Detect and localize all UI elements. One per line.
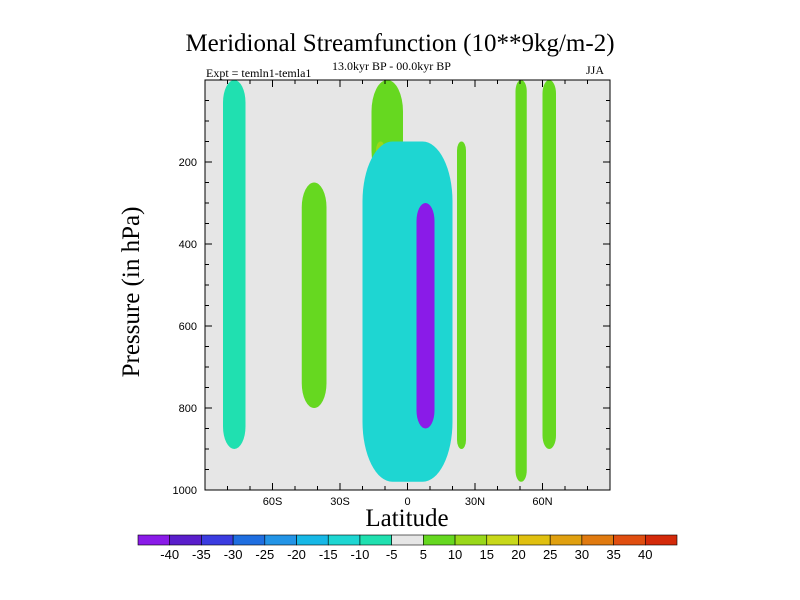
colorbar-swatch	[423, 534, 456, 546]
colorbar-label: 25	[543, 547, 557, 562]
contour-region-main-negative-core	[416, 203, 435, 429]
x-axis-label: Latitude	[365, 505, 449, 532]
colorbar-label: -5	[386, 547, 398, 562]
y-tick-label: 600	[179, 321, 197, 333]
colorbar-label: 15	[480, 547, 494, 562]
contour-region-positive-band-50N	[515, 80, 527, 482]
colorbar-label: -15	[319, 547, 338, 562]
season-label: JJA	[586, 63, 605, 77]
colorbar-label: -25	[255, 547, 274, 562]
colorbar-swatch	[201, 534, 234, 546]
colorbar-label: -20	[287, 547, 306, 562]
period-label: 13.0kyr BP - 00.0kyr BP	[332, 59, 451, 73]
colorbar-label: -10	[351, 547, 370, 562]
colorbar-swatch	[518, 534, 551, 546]
contour-region-positive-band-20N	[457, 141, 466, 449]
colorbar-swatch	[137, 534, 171, 546]
colorbar-swatch	[359, 534, 392, 546]
colorbar-swatch	[581, 534, 614, 546]
colorbar-label: 5	[420, 547, 427, 562]
colorbar-label: 40	[638, 547, 652, 562]
x-tick-label: 30N	[465, 496, 485, 508]
x-tick-label: 60S	[263, 496, 283, 508]
contour-region-negative-band-40S	[301, 182, 327, 408]
y-tick-label: 800	[179, 403, 197, 415]
chart-title: Meridional Streamfunction (10**9kg/m-2)	[185, 30, 615, 57]
colorbar-swatch	[644, 534, 678, 546]
contour-region-positive-band-60N	[542, 80, 556, 449]
colorbar-swatch	[169, 534, 202, 546]
x-tick-label: 30S	[330, 496, 350, 508]
contour-region-main-negative-cell	[362, 141, 453, 482]
colorbar-label: 35	[606, 547, 620, 562]
colorbar-label: -40	[160, 547, 179, 562]
colorbar-swatch	[327, 534, 361, 546]
y-tick-label: 400	[179, 239, 197, 251]
colorbar-swatch	[391, 534, 424, 546]
colorbar-swatch	[454, 534, 488, 546]
colorbar-swatch	[264, 534, 297, 546]
y-tick-label: 200	[179, 157, 197, 169]
colorbar-swatch	[296, 534, 329, 546]
experiment-label: Expt = temln1-temla1	[206, 66, 312, 80]
x-tick-label: 0	[404, 496, 410, 508]
contour-region-weak-negative-southern-band	[223, 80, 246, 449]
x-tick-label: 60N	[532, 496, 552, 508]
colorbar-swatch	[549, 534, 583, 546]
colorbar-swatch	[613, 534, 646, 546]
colorbar-label: -35	[192, 547, 211, 562]
y-tick-label: 1000	[173, 485, 197, 497]
colorbar-label: 10	[448, 547, 462, 562]
colorbar-label: -30	[224, 547, 243, 562]
colorbar-label: 20	[511, 547, 525, 562]
colorbar-swatch	[486, 534, 519, 546]
colorbar-swatch	[232, 534, 266, 546]
colorbar-label: 30	[575, 547, 589, 562]
